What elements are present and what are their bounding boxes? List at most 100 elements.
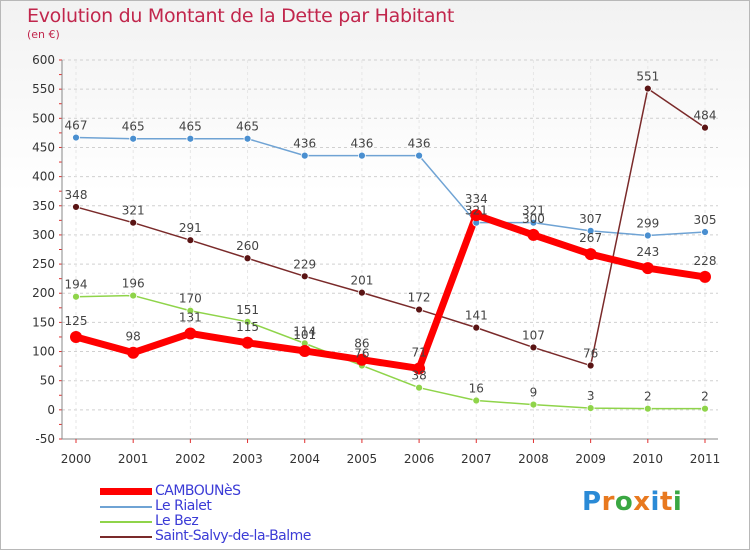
- y-tick-label: 200: [32, 286, 55, 300]
- data-label: 86: [354, 337, 369, 351]
- data-label: 321: [122, 204, 145, 218]
- data-point: [129, 218, 138, 227]
- x-tick-label: 2009: [575, 452, 606, 466]
- y-tick-label: 250: [32, 257, 55, 271]
- series-line-0: [75, 211, 706, 372]
- data-label: 76: [583, 347, 598, 361]
- legend-item-cambounes[interactable]: CAMBOUNèS: [100, 484, 311, 499]
- data-point: [300, 272, 309, 281]
- data-label: 2: [644, 390, 652, 404]
- data-point: [184, 327, 197, 340]
- x-tick-label: 2004: [289, 452, 320, 466]
- data-label: 114: [293, 324, 316, 338]
- data-label: 321: [522, 204, 545, 218]
- logo-letter: i: [672, 487, 683, 517]
- legend-swatch: [100, 520, 152, 523]
- data-point: [413, 362, 426, 375]
- legend-label: CAMBOUNèS: [155, 483, 241, 499]
- data-point: [699, 270, 711, 283]
- y-tick-label: 0: [47, 403, 55, 417]
- data-label: 291: [179, 221, 202, 235]
- data-point: [186, 134, 195, 143]
- data-label: 321: [465, 204, 488, 218]
- data-point: [470, 209, 483, 222]
- chart-title: Evolution du Montant de la Dette par Hab…: [27, 5, 455, 27]
- data-label: 101: [293, 328, 316, 342]
- data-point: [241, 336, 254, 349]
- data-label: 172: [408, 291, 431, 305]
- y-tick-label: 550: [32, 82, 55, 96]
- data-point: [529, 218, 538, 227]
- legend-swatch: [100, 488, 152, 495]
- data-label: 465: [236, 120, 259, 134]
- legend-swatch: [100, 505, 152, 508]
- x-tick-label: 2002: [175, 452, 206, 466]
- logo-letter: P: [582, 487, 602, 517]
- data-label: 260: [236, 239, 259, 253]
- legend: CAMBOUNèS Le Rialet Le Bez Saint-Salvy-d…: [100, 484, 311, 544]
- x-tick-label: 2011: [690, 452, 721, 466]
- data-point: [129, 134, 138, 143]
- data-label: 243: [636, 245, 659, 259]
- data-point: [586, 361, 595, 370]
- legend-item-le-rialet[interactable]: Le Rialet: [100, 499, 311, 514]
- data-label: 201: [350, 274, 373, 288]
- legend-item-le-bez[interactable]: Le Bez: [100, 514, 311, 529]
- legend-label: Saint-Salvy-de-la-Balme: [155, 528, 311, 544]
- x-tick-label: 2010: [633, 452, 664, 466]
- data-label: 115: [236, 320, 259, 334]
- data-label: 551: [636, 70, 659, 84]
- logo-letter: i: [650, 487, 660, 517]
- data-label: 465: [122, 120, 145, 134]
- data-label: 38: [411, 369, 426, 383]
- x-tick-label: 2008: [518, 452, 549, 466]
- data-label: 436: [350, 137, 373, 151]
- y-tick-label: 600: [32, 53, 55, 67]
- data-label: 131: [179, 310, 202, 324]
- data-point: [415, 383, 423, 392]
- data-label: 484: [694, 109, 717, 123]
- data-point: [129, 291, 138, 300]
- y-tick-label: 50: [40, 374, 55, 388]
- data-label: 98: [126, 330, 141, 344]
- data-point: [527, 228, 540, 241]
- data-label: 16: [469, 382, 484, 396]
- x-tick-label: 2003: [232, 452, 263, 466]
- data-point: [298, 344, 311, 357]
- data-label: 467: [65, 119, 88, 133]
- chart-subtitle: (en €): [27, 28, 60, 41]
- y-tick-label: 500: [32, 111, 55, 125]
- data-label: 436: [408, 137, 431, 151]
- logo-letter: x: [633, 487, 651, 517]
- data-point: [643, 84, 652, 93]
- data-point: [472, 396, 481, 405]
- y-tick-label: 450: [32, 140, 55, 154]
- data-label: 267: [579, 231, 602, 245]
- data-label: 170: [179, 292, 202, 306]
- x-tick-label: 2001: [118, 452, 149, 466]
- data-label: 151: [236, 303, 259, 317]
- data-label: 305: [694, 213, 717, 227]
- data-point: [415, 305, 423, 314]
- legend-item-saint-salvy[interactable]: Saint-Salvy-de-la-Balme: [100, 529, 311, 544]
- data-label: 307: [579, 212, 602, 226]
- data-point: [70, 330, 82, 343]
- data-point: [584, 248, 597, 261]
- y-tick-label: 300: [32, 228, 55, 242]
- data-point: [358, 288, 366, 297]
- line-chart: -50 0 50 100 150 200 250 300 350 400 450 500 550 600 2…: [32, 53, 721, 466]
- y-tick-label: 100: [32, 345, 55, 359]
- data-label: 196: [122, 277, 145, 291]
- data-point: [186, 236, 195, 245]
- data-label: 9: [530, 386, 538, 400]
- data-point: [243, 254, 252, 263]
- series-line-2: [75, 294, 705, 410]
- y-tick-label: -50: [35, 432, 55, 446]
- y-tick-label: 400: [32, 170, 55, 184]
- data-label: 194: [65, 278, 88, 292]
- y-tick-label: 150: [32, 315, 55, 329]
- logo-letter: t: [659, 487, 673, 517]
- data-label: 465: [179, 120, 202, 134]
- data-point: [415, 151, 423, 160]
